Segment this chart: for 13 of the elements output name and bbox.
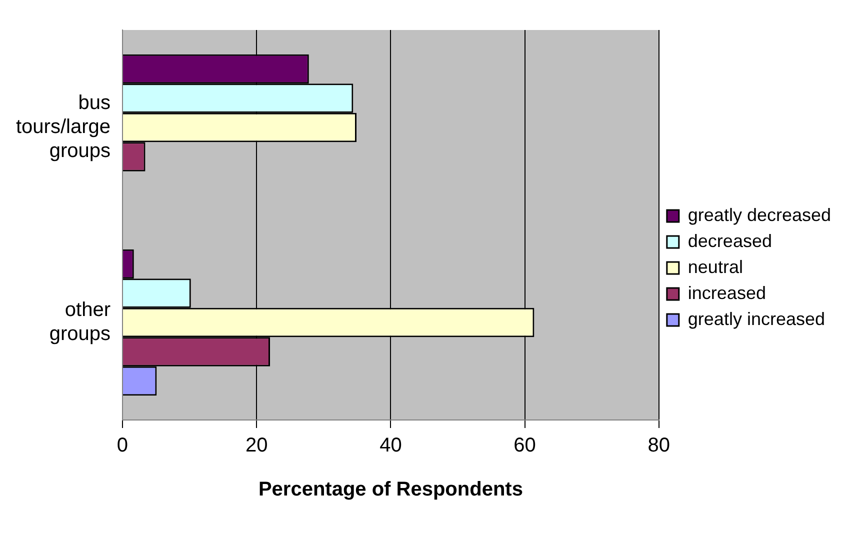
legend-label: decreased bbox=[688, 230, 772, 251]
x-tick-label: 0 bbox=[116, 434, 128, 457]
x-tick-label: 60 bbox=[514, 434, 536, 457]
legend-label: greatly decreased bbox=[688, 204, 832, 225]
legend-label: greatly increased bbox=[688, 308, 825, 329]
x-tick-label: 40 bbox=[380, 434, 402, 457]
x-axis-title: Percentage of Respondents bbox=[258, 478, 523, 501]
x-tick-label: 20 bbox=[245, 434, 268, 457]
x-tick-label: 80 bbox=[648, 434, 670, 457]
legend-label: increased bbox=[688, 282, 766, 303]
y-tick-label: other groups bbox=[49, 299, 111, 346]
y-tick-label: bus tours/large groups bbox=[16, 92, 110, 162]
legend-label: neutral bbox=[688, 256, 743, 277]
